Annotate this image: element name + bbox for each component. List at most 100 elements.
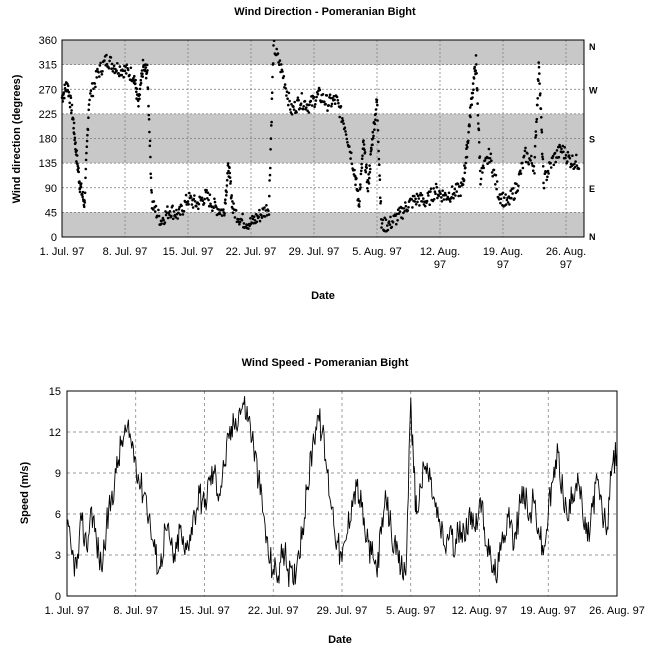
direction-point [251, 217, 255, 221]
direction-point [367, 182, 371, 185]
direction-point [147, 118, 151, 121]
direction-point [418, 204, 421, 207]
direction-point [415, 192, 419, 196]
speed-x-tick-label: 19. Aug. 97 [520, 605, 576, 617]
direction-point [452, 196, 455, 200]
direction-point [441, 189, 444, 192]
direction-point [315, 95, 318, 99]
direction-point [282, 75, 286, 78]
direction-point [63, 83, 66, 87]
direction-point [568, 156, 572, 160]
direction-point [554, 160, 557, 164]
direction-point [464, 161, 468, 165]
direction-point [330, 102, 334, 106]
speed-y-axis-label: Speed (m/s) [19, 461, 31, 524]
direction-point [86, 128, 90, 132]
direction-point [377, 140, 380, 144]
direction-point [66, 82, 69, 86]
direction-point [192, 197, 196, 201]
direction-point [542, 186, 546, 190]
direction-point [139, 78, 143, 82]
direction-point [566, 160, 569, 163]
direction-point [295, 111, 298, 114]
speed-plot-frame [66, 390, 618, 597]
direction-point [442, 198, 446, 201]
direction-point [96, 67, 99, 71]
direction-point [238, 222, 241, 226]
direction-point [375, 100, 379, 104]
direction-point [429, 190, 432, 193]
direction-point [225, 178, 229, 182]
direction-point [248, 224, 251, 228]
speed-x-tick-label: 12. Aug. 97 [452, 605, 508, 617]
direction-point [72, 126, 75, 130]
direction-point [516, 189, 520, 192]
direction-point [268, 179, 271, 182]
direction-point [501, 191, 505, 195]
direction-point [66, 88, 70, 92]
direction-point [140, 69, 144, 72]
direction-point [436, 196, 439, 200]
direction-point [309, 99, 313, 103]
direction-point [404, 201, 407, 204]
direction-y-tick-label: 0 [51, 232, 57, 244]
direction-y-tick-label: 315 [39, 60, 57, 72]
direction-point [285, 94, 288, 97]
direction-point [397, 212, 401, 215]
compass-label: S [589, 135, 595, 145]
direction-point [558, 145, 562, 149]
direction-point [376, 129, 380, 132]
direction-point [178, 205, 181, 209]
direction-point [491, 174, 495, 178]
direction-point [388, 223, 392, 226]
direction-point [534, 136, 537, 139]
direction-point [150, 191, 153, 194]
direction-point [205, 188, 208, 192]
direction-point [540, 152, 544, 156]
direction-point [66, 84, 70, 88]
direction-point [453, 187, 457, 191]
direction-point [401, 217, 405, 220]
direction-point [288, 99, 291, 103]
direction-point [373, 122, 377, 126]
direction-point [549, 161, 552, 165]
direction-point [197, 202, 201, 206]
direction-point [472, 77, 476, 80]
direction-point [360, 162, 363, 166]
direction-point [144, 69, 147, 73]
direction-point [203, 197, 206, 201]
direction-point [157, 214, 161, 218]
direction-point [81, 190, 85, 194]
direction-point [524, 160, 528, 164]
direction-point [260, 216, 264, 219]
direction-point [368, 164, 371, 167]
direction-point [98, 75, 101, 78]
direction-point [297, 98, 300, 102]
direction-point [163, 221, 167, 224]
direction-point [488, 161, 491, 164]
direction-point [290, 113, 294, 116]
direction-y-tick-label: 225 [39, 109, 57, 121]
direction-point [79, 185, 83, 189]
direction-point [427, 194, 430, 197]
direction-point [168, 213, 171, 216]
direction-point [374, 108, 378, 111]
direction-y-tick-label: 45 [45, 207, 57, 219]
direction-point [407, 206, 410, 209]
direction-point [468, 124, 471, 128]
direction-point [269, 166, 272, 170]
direction-compass-labels: N W S E N [589, 42, 598, 242]
direction-point [552, 163, 556, 167]
direction-point [125, 72, 128, 75]
direction-point [164, 213, 168, 217]
direction-point [530, 162, 534, 165]
direction-point [270, 91, 274, 94]
direction-point [370, 148, 373, 151]
direction-x-tick-label: 8. Jul. 97 [103, 246, 148, 258]
direction-point [336, 99, 340, 102]
direction-point [228, 176, 232, 179]
direction-point [402, 207, 406, 210]
direction-point [241, 212, 244, 216]
direction-point [89, 92, 92, 95]
direction-point [152, 208, 155, 211]
